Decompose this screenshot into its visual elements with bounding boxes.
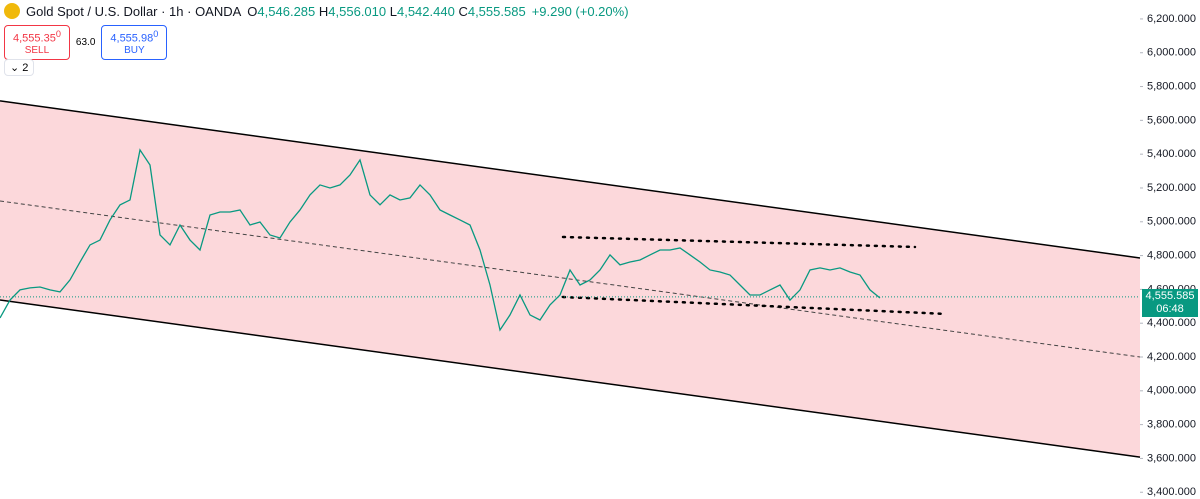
change: +9.290 (+0.20%): [531, 3, 629, 19]
spread: 63.0: [75, 36, 96, 48]
price-tag: 4,555.585 06:48: [1142, 288, 1198, 317]
ohlc-value: 4,542.440: [396, 3, 455, 19]
ohlc: O4,546.285 H4,556.010 L4,542.440 C4,555.…: [247, 4, 525, 19]
price-tag-value: 4,555.585: [1145, 289, 1195, 302]
y-tick-label: 5,000.000: [1147, 216, 1196, 228]
buy-label: BUY: [124, 44, 145, 56]
sell-price: 4,555.35: [13, 32, 56, 45]
y-tick-label: 3,400.000: [1147, 486, 1196, 498]
y-tick-label: 4,000.000: [1147, 385, 1196, 397]
ohlc-value: 4,556.010: [328, 3, 387, 19]
y-tick-label: 5,600.000: [1147, 114, 1196, 126]
ohlc-value: 4,555.585: [467, 3, 526, 19]
buy-fraction: 0: [153, 29, 159, 39]
sell-fraction: 0: [55, 29, 61, 39]
y-tick-label: 6,000.000: [1147, 47, 1196, 59]
y-tick-label: 4,200.000: [1147, 351, 1196, 363]
sell-button[interactable]: 4,555.350 SELL: [4, 25, 70, 60]
y-tick-label: 4,400.000: [1147, 317, 1196, 329]
symbol-logo: [4, 3, 20, 19]
price-line: [0, 148, 881, 332]
buy-price: 4,555.98: [110, 32, 154, 45]
drawing-line: [561, 235, 917, 249]
ohlc-key: C: [458, 3, 468, 19]
title: Gold Spot / U.S. Dollar · 1h · OANDA: [26, 3, 242, 19]
channel-lower: [0, 299, 1141, 458]
indicator-count: 2: [22, 62, 29, 74]
ohlc-key: L: [389, 3, 397, 19]
buy-button[interactable]: 4,555.980 BUY: [101, 25, 168, 60]
y-tick-label: 3,800.000: [1147, 419, 1196, 431]
y-tick-label: 5,200.000: [1147, 182, 1196, 194]
drawing-line: [0, 200, 1141, 358]
trade-buttons: 4,555.350 SELL 63.0 4,555.980 BUY: [4, 25, 168, 60]
drawing-line: [561, 295, 947, 316]
y-tick-label: 6,200.000: [1147, 13, 1196, 25]
ohlc-key: H: [318, 3, 329, 19]
price-tag-countdown: 06:48: [1156, 302, 1184, 315]
ohlc-value: 4,546.285: [257, 3, 316, 19]
ohlc-key: O: [247, 3, 258, 19]
header: Gold Spot / U.S. Dollar · 1h · OANDA O4,…: [4, 3, 629, 19]
y-tick-label: 5,800.000: [1147, 80, 1196, 92]
y-tick-label: 3,600.000: [1147, 452, 1196, 464]
sell-label: SELL: [24, 44, 50, 56]
y-tick-label: 4,800.000: [1147, 249, 1196, 261]
channel-upper: [0, 100, 1141, 259]
y-tick-label: 5,400.000: [1147, 148, 1196, 160]
indicator-toggle[interactable]: ⌄ 2: [4, 59, 35, 76]
